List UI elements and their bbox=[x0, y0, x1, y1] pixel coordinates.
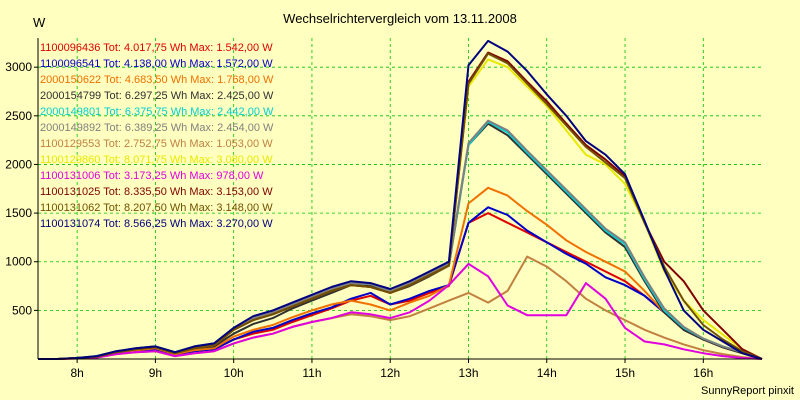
legend-entry-5: 2000149801 Tot: 6.375,75 Wh Max: 2.442,0… bbox=[40, 106, 274, 118]
y-tick-label: 1500 bbox=[5, 206, 32, 220]
legend-entry-11: 1100131062 Tot: 8.207,50 Wh Max: 3.148,0… bbox=[40, 202, 273, 214]
legend-entry-8: 1100129860 Tot: 8.071,75 Wh Max: 3.080,0… bbox=[40, 154, 273, 166]
legend-entry-6: 2000149892 Tot: 6.389,25 Wh Max: 2.454,0… bbox=[40, 122, 274, 134]
y-tick-label: 2000 bbox=[5, 157, 32, 171]
footer-credit: SunnyReport pinxit bbox=[701, 385, 794, 397]
grid bbox=[38, 38, 762, 359]
y-tick-label: 3000 bbox=[5, 60, 32, 74]
y-tick-label: 2500 bbox=[5, 109, 32, 123]
legend-entry-9: 1100131006 Tot: 3.173,25 Wh Max: 978,00 … bbox=[40, 170, 264, 182]
legend-entry-10: 1100131025 Tot: 8.335,50 Wh Max: 3.153,0… bbox=[40, 186, 273, 198]
axes: 8h 9h 10h 11h 12h 13h 14h 15h 16h 500 1000 1500 2000… bbox=[5, 38, 762, 380]
legend-entry-4: 2000154799 Tot: 6.297,25 Wh Max: 2.425,0… bbox=[40, 90, 274, 102]
y-axis-unit: W bbox=[33, 15, 46, 30]
y-tick-label: 1000 bbox=[5, 255, 32, 269]
x-tick-label: 12h bbox=[380, 366, 400, 380]
series-line-9 bbox=[38, 262, 763, 360]
legend-entry-3: 2000150622 Tot: 4.683,50 Wh Max: 1.768,0… bbox=[40, 74, 274, 86]
x-tick-label: 16h bbox=[693, 366, 713, 380]
x-tick-label: 11h bbox=[302, 366, 321, 380]
plot-area bbox=[38, 38, 762, 359]
legend-entry-12: 1100131074 Tot: 8.566,25 Wh Max: 3.270,0… bbox=[40, 218, 273, 230]
legend-entry-1: 1100096436 Tot: 4.017,75 Wh Max: 1.542,0… bbox=[40, 42, 273, 54]
x-tick-label: 10h bbox=[224, 366, 244, 380]
x-tick-label: 8h bbox=[70, 366, 83, 380]
x-tick-label: 9h bbox=[149, 366, 162, 380]
x-tick-label: 15h bbox=[615, 366, 635, 380]
legend-entry-7: 1100129553 Tot: 2.752,75 Wh Max: 1.053,0… bbox=[40, 138, 273, 150]
x-tick-label: 13h bbox=[458, 366, 478, 380]
series-line-12 bbox=[38, 39, 763, 360]
chart-title: Wechselrichtervergleich vom 13.11.2008 bbox=[283, 11, 517, 26]
series-layer bbox=[38, 39, 763, 360]
legend-entry-2: 1100096541 Tot: 4.138,00 Wh Max: 1.572,0… bbox=[40, 58, 273, 70]
legend: 1100096436 Tot: 4.017,75 Wh Max: 1.542,0… bbox=[40, 42, 274, 230]
x-tick-label: 14h bbox=[537, 366, 557, 380]
y-tick-label: 500 bbox=[12, 303, 32, 317]
